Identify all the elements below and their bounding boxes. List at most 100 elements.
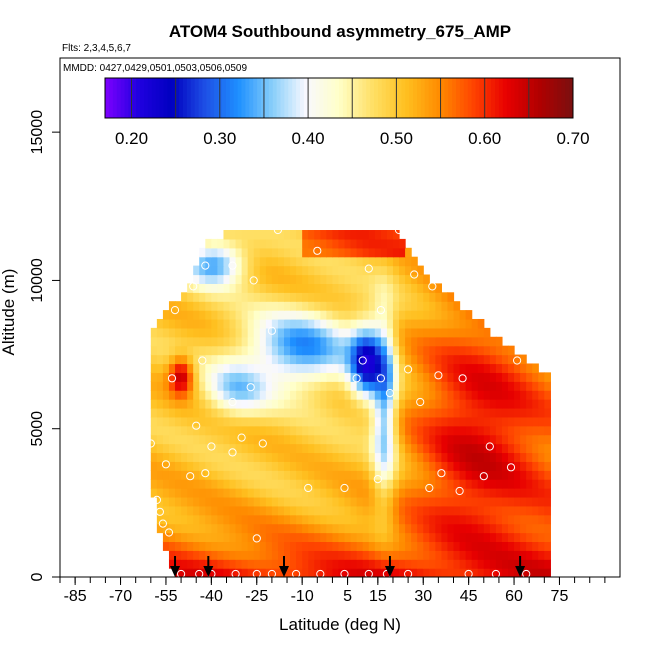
heatmap-cell (175, 488, 182, 498)
heatmap-cell (465, 390, 473, 400)
heatmap-cell (326, 345, 334, 356)
heatmap-cell (314, 292, 321, 302)
heatmap-cell (217, 310, 225, 320)
heatmap-cell (199, 274, 206, 284)
heatmap-cell (471, 532, 479, 543)
heatmap-cell (326, 443, 334, 454)
heatmap-cell (150, 407, 158, 418)
colorbar-segment (440, 78, 445, 118)
heatmap-cell (423, 443, 430, 454)
heatmap-cell (235, 443, 243, 454)
heatmap-cell (453, 505, 461, 516)
heatmap-cell (368, 354, 376, 365)
observation-point (158, 519, 167, 528)
heatmap-cell (332, 443, 340, 454)
heatmap-cell (199, 363, 206, 373)
heatmap-cell (344, 514, 352, 525)
heatmap-cell (223, 434, 231, 445)
heatmap-cell (362, 336, 370, 347)
heatmap-cell (471, 381, 479, 391)
heatmap-cell (374, 390, 382, 400)
heatmap-cell (253, 541, 261, 551)
heatmap-cell (320, 256, 327, 267)
heatmap-cell (411, 559, 418, 569)
heatmap-cell (374, 434, 382, 445)
colorbar-segment (389, 78, 395, 118)
heatmap-cell (544, 550, 551, 560)
heatmap-cell (302, 505, 309, 516)
heatmap-cell (392, 390, 400, 400)
colorbar-segment (463, 78, 469, 118)
heatmap-cell (471, 461, 479, 471)
heatmap-cell (296, 301, 303, 311)
heatmap-cell (314, 230, 321, 240)
heatmap-cell (399, 559, 406, 569)
heatmap-cell (199, 399, 206, 409)
heatmap-cell (344, 363, 352, 373)
heatmap-cell (247, 496, 255, 507)
observation-point (198, 356, 207, 365)
heatmap-cell (211, 292, 218, 302)
heatmap-cell (514, 559, 521, 569)
heatmap-cell (538, 381, 545, 391)
heatmap-cell (229, 416, 237, 427)
heatmap-cell (229, 265, 237, 276)
heatmap-cell (465, 496, 473, 507)
heatmap-cell (411, 568, 418, 577)
colorbar-segment (225, 78, 231, 118)
heatmap-cell (417, 399, 424, 409)
heatmap-cell (477, 541, 485, 551)
heatmap-cell (296, 452, 303, 462)
colorbar-segment (186, 78, 192, 118)
heatmap-cell (253, 372, 261, 382)
heatmap-cell (338, 372, 346, 382)
colorbar-segment (374, 78, 379, 118)
heatmap-cell (483, 559, 491, 569)
observation-point (404, 365, 413, 374)
heatmap-cell (411, 336, 418, 347)
heatmap-cell (344, 283, 352, 293)
heatmap-cell (368, 434, 376, 445)
heatmap-cell (181, 559, 188, 569)
heatmap-cell (429, 443, 436, 454)
heatmap-cell (508, 523, 515, 534)
heatmap-cell (296, 399, 303, 409)
heatmap-cell (247, 336, 255, 347)
heatmap-cell (374, 461, 382, 471)
heatmap-cell (380, 292, 388, 302)
heatmap-cell (326, 496, 334, 507)
heatmap-cell (532, 496, 539, 507)
heatmap-cell (217, 479, 225, 489)
heatmap-cell (265, 301, 273, 311)
heatmap-cell (235, 496, 243, 507)
heatmap-cell (223, 479, 231, 489)
heatmap-cell (356, 363, 364, 373)
heatmap-cell (514, 496, 521, 507)
heatmap-cell (241, 407, 249, 418)
heatmap-cell (477, 452, 485, 462)
heatmap-cell (199, 514, 206, 525)
heatmap-cell (392, 238, 400, 249)
colorbar-segment (569, 78, 574, 118)
heatmap-cell (241, 363, 249, 373)
heatmap-cell (205, 496, 212, 507)
heatmap-cell (350, 345, 358, 356)
colorbar-segment (502, 78, 508, 118)
heatmap-cell (290, 443, 297, 454)
heatmap-cell (247, 363, 255, 373)
heatmap-cell (193, 505, 200, 516)
heatmap-cell (241, 372, 249, 382)
heatmap-cell (538, 505, 545, 516)
heatmap-cell (259, 363, 267, 373)
heatmap-cell (514, 407, 521, 418)
heatmap-cell (181, 416, 188, 427)
heatmap-cell (150, 479, 158, 489)
heatmap-cell (284, 238, 291, 249)
heatmap-cell (350, 372, 358, 382)
heatmap-cell (453, 550, 461, 560)
heatmap-cell (338, 496, 346, 507)
observation-point (443, 279, 452, 288)
heatmap-cell (181, 514, 188, 525)
heatmap-cell (247, 532, 255, 543)
heatmap-cell (374, 568, 382, 577)
